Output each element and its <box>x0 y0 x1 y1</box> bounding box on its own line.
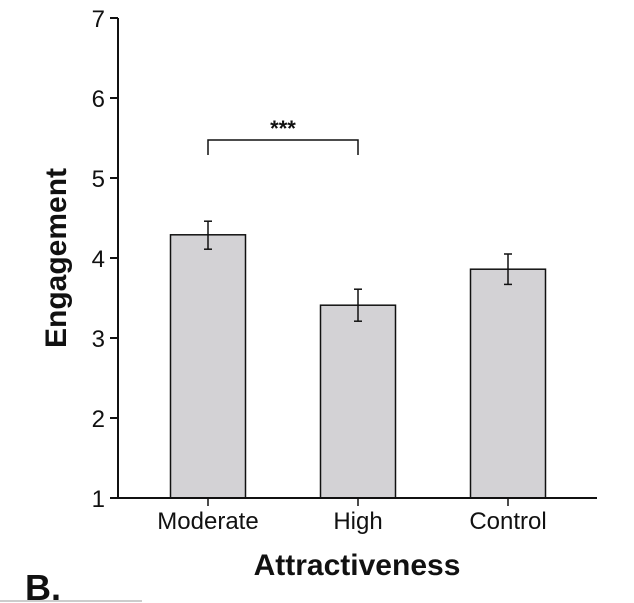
bar-high <box>319 304 397 499</box>
bar-control <box>469 268 547 499</box>
y-tick-label: 3 <box>92 326 105 353</box>
x-tick-label: Moderate <box>157 508 258 535</box>
error-bar-high <box>354 288 362 322</box>
y-tick-label: 5 <box>92 166 105 193</box>
y-tick-label: 7 <box>92 6 105 33</box>
error-bar-moderate <box>204 220 212 250</box>
y-tick-label: 1 <box>92 486 105 513</box>
bar-moderate <box>169 234 247 499</box>
y-tick-label: 2 <box>92 406 105 433</box>
y-axis-title: Engagement <box>40 168 73 348</box>
significance-bracket: *** <box>207 116 359 155</box>
significance-label: *** <box>270 116 296 141</box>
panel-label: B. <box>25 567 61 603</box>
error-bar-control <box>504 253 512 286</box>
y-tick-label: 6 <box>92 86 105 113</box>
x-tick-label: High <box>333 508 382 535</box>
x-axis-title: Attractiveness <box>254 549 461 582</box>
y-tick-label: 4 <box>92 246 105 273</box>
x-tick-label: Control <box>469 508 546 535</box>
